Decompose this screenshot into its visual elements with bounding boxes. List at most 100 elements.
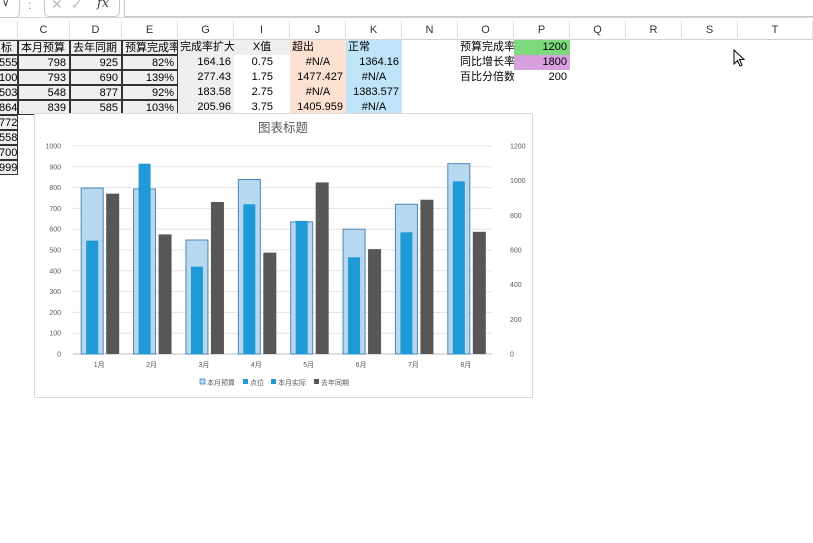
bar-point[interactable] — [138, 353, 151, 354]
header-cell[interactable]: 超出 — [290, 40, 346, 55]
bar-actual[interactable] — [190, 266, 203, 354]
table-cell[interactable]: 2.75 — [251, 86, 273, 98]
header-cell[interactable]: 标 — [0, 40, 18, 55]
table-cell[interactable]: 183.58 — [178, 85, 234, 100]
bar-actual[interactable] — [348, 257, 361, 354]
header-cell[interactable]: 预算完成率 — [122, 40, 178, 55]
table-cell[interactable]: 1405.959 — [290, 100, 346, 115]
bar-actual[interactable] — [243, 204, 256, 354]
bar-actual[interactable] — [138, 163, 151, 354]
column-header-b[interactable] — [0, 21, 18, 40]
column-header-i[interactable]: I — [234, 21, 290, 40]
column-header-e[interactable]: E — [122, 21, 178, 40]
table-cell[interactable]: 690 — [70, 70, 122, 85]
table-cell[interactable]: 1.75 — [251, 71, 273, 83]
header-cell[interactable]: 去年同期 — [70, 40, 122, 55]
column-header-o[interactable]: O — [458, 21, 514, 40]
param-value[interactable]: 1800 — [514, 55, 570, 70]
bar-point[interactable] — [295, 353, 308, 354]
enter-icon[interactable]: ✓ — [71, 0, 83, 12]
header-cell[interactable]: X值 — [234, 40, 290, 55]
table-cell[interactable]: #N/A — [290, 55, 346, 70]
table-cell[interactable]: 555 — [0, 55, 18, 70]
column-header-t[interactable]: T — [738, 21, 813, 40]
bar-point[interactable] — [452, 353, 465, 354]
table-cell[interactable]: 925 — [70, 55, 122, 70]
column-header-g[interactable]: G — [178, 21, 234, 40]
param-label[interactable]: 预算完成率 — [460, 41, 514, 53]
header-cell[interactable]: 完成率扩大 — [178, 40, 234, 55]
formula-bar-separator: : — [28, 0, 32, 12]
table-cell[interactable]: 772 — [0, 115, 18, 130]
column-header-j[interactable]: J — [290, 21, 346, 40]
column-header-k[interactable]: K — [346, 21, 402, 40]
bar-last-year[interactable] — [315, 182, 329, 354]
bar-last-year[interactable] — [263, 252, 277, 354]
formula-input[interactable] — [124, 0, 813, 17]
bar-actual[interactable] — [86, 240, 99, 354]
column-header-n[interactable]: N — [402, 21, 458, 40]
legend-swatch — [243, 379, 248, 384]
bar-point[interactable] — [243, 353, 256, 354]
legend-label: 点位 — [250, 378, 264, 387]
table-cell[interactable]: #N/A — [346, 70, 402, 85]
bar-point[interactable] — [190, 353, 203, 354]
bar-last-year[interactable] — [420, 199, 434, 354]
table-cell[interactable]: 877 — [70, 85, 122, 100]
bar-point[interactable] — [348, 353, 361, 354]
table-cell[interactable]: 548 — [18, 85, 70, 100]
legend[interactable]: 本月预算 点位 本月实际 去年同期 — [199, 378, 349, 387]
param-label[interactable]: 同比增长率 — [460, 56, 514, 68]
header-cell[interactable]: 本月预算 — [18, 40, 70, 55]
chevron-down-icon[interactable]: ∨ — [2, 0, 10, 9]
chart-object[interactable]: 图表标题 0 100 200 300 400 500 600 700 800 900 1000 0 2… — [34, 113, 533, 398]
table-cell[interactable]: 139% — [122, 70, 178, 85]
bar-last-year[interactable] — [368, 249, 382, 354]
bar-actual[interactable] — [295, 220, 308, 354]
column-header-r[interactable]: R — [626, 21, 682, 40]
header-cell[interactable]: 正常 — [346, 40, 402, 55]
column-header-q[interactable]: Q — [570, 21, 626, 40]
table-cell[interactable]: 793 — [18, 70, 70, 85]
table-cell[interactable]: #N/A — [290, 85, 346, 100]
column-header-p[interactable]: P — [514, 21, 570, 40]
name-box[interactable]: ∨ — [0, 0, 20, 18]
param-value[interactable]: 200 — [548, 71, 567, 83]
table-cell[interactable]: 503 — [0, 85, 18, 100]
table-cell[interactable]: 82% — [122, 55, 178, 70]
table-cell[interactable]: #N/A — [346, 100, 402, 115]
table-cell[interactable]: 92% — [122, 85, 178, 100]
table-cell[interactable]: 205.96 — [178, 100, 234, 115]
column-header-c[interactable]: C — [18, 21, 70, 40]
column-header-s[interactable]: S — [682, 21, 738, 40]
table-cell[interactable]: 1383.577 — [346, 85, 402, 100]
bar-last-year[interactable] — [472, 231, 486, 354]
table-cell[interactable]: 277.43 — [178, 70, 234, 85]
bar-point[interactable] — [86, 353, 99, 354]
bar-actual[interactable] — [452, 181, 465, 354]
bar-last-year[interactable] — [106, 193, 120, 354]
table-cell[interactable]: 585 — [70, 100, 122, 115]
table-cell[interactable]: 999 — [0, 160, 18, 175]
bar-last-year[interactable] — [210, 201, 224, 354]
chart-title[interactable]: 图表标题 — [258, 121, 309, 135]
table-cell[interactable]: 864 — [0, 100, 18, 115]
table-cell[interactable]: 3.75 — [251, 101, 273, 113]
table-cell[interactable]: 700 — [0, 145, 18, 160]
param-label[interactable]: 百比分倍数 — [460, 71, 514, 83]
table-cell[interactable]: 0.75 — [251, 56, 273, 68]
param-value[interactable]: 1200 — [514, 40, 570, 55]
insert-function-icon[interactable]: fx — [97, 0, 110, 11]
table-cell[interactable]: 100 — [0, 70, 18, 85]
column-header-d[interactable]: D — [70, 21, 122, 40]
bar-last-year[interactable] — [158, 234, 172, 354]
table-cell[interactable]: 798 — [18, 55, 70, 70]
table-cell[interactable]: 1477.427 — [290, 70, 346, 85]
legend-label: 本月实际 — [278, 378, 306, 387]
bar-actual[interactable] — [400, 232, 413, 354]
cancel-icon[interactable]: ✕ — [51, 0, 63, 12]
table-cell[interactable]: 1364.16 — [346, 55, 402, 70]
table-cell[interactable]: 164.16 — [178, 55, 234, 70]
table-cell[interactable]: 558 — [0, 130, 18, 145]
bar-point[interactable] — [400, 353, 413, 354]
